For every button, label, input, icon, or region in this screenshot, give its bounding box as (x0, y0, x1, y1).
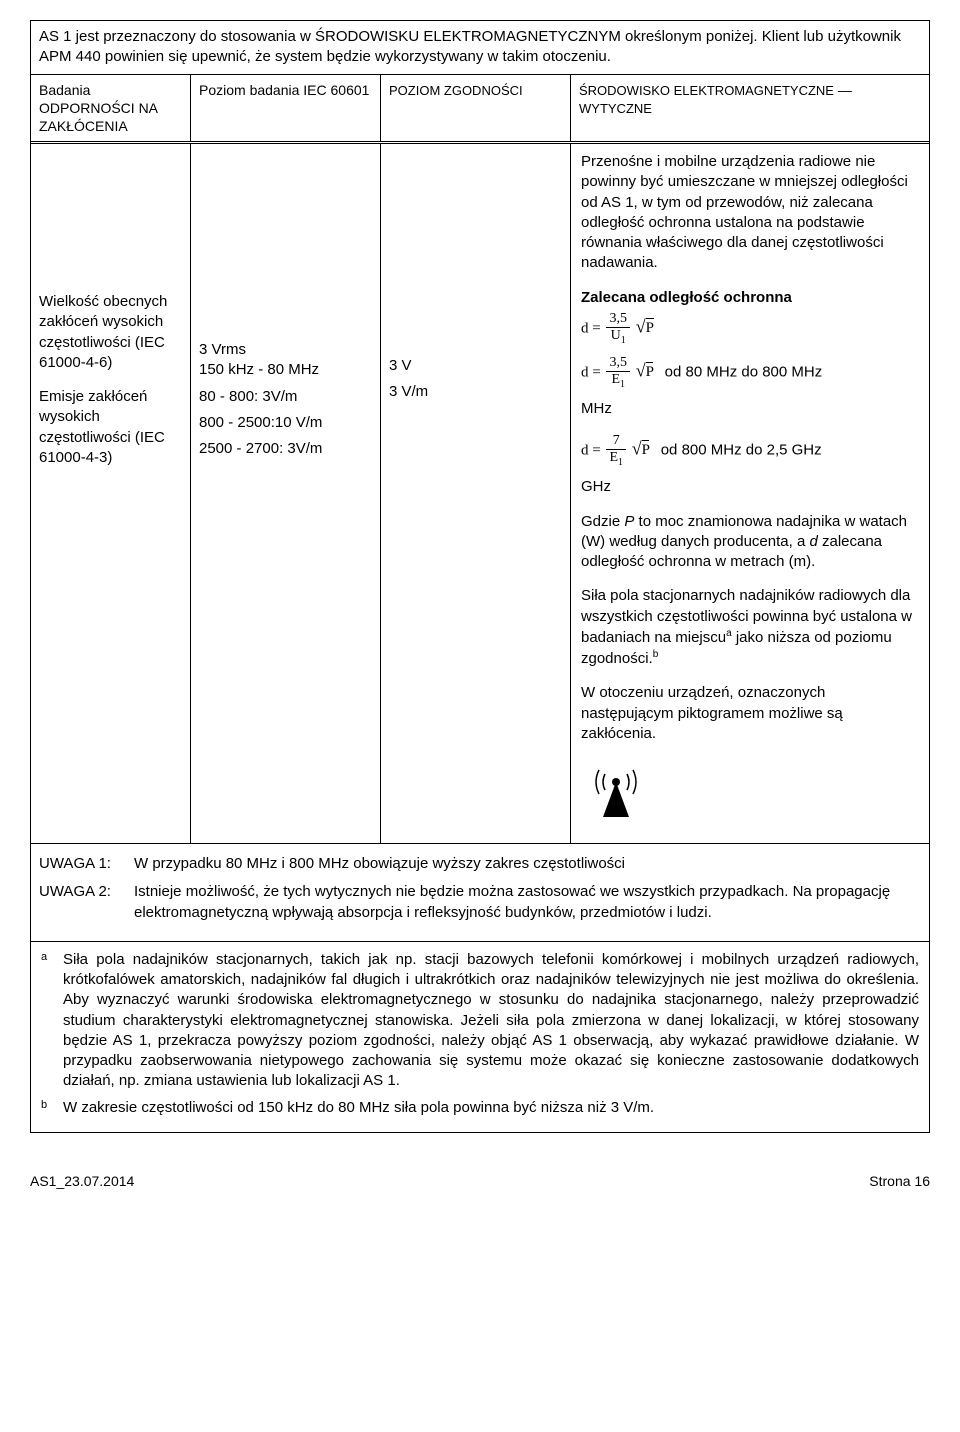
intro-text: AS 1 jest przeznaczony do stosowania w Ś… (31, 21, 929, 75)
col2-l4: 800 - 2500:10 V/m (199, 413, 372, 433)
antenna-icon (581, 762, 651, 822)
footnote-a: a Siła pola nadajników stacjonarnych, ta… (41, 950, 919, 1092)
h3: POZIOM ZGODNOŚCI (389, 83, 523, 98)
h4c: WYTYCZNE (579, 101, 652, 116)
table-header: Badania ODPORNOŚCI NA ZAKŁÓCENIA Poziom … (31, 75, 929, 145)
col4-p3: Siła pola stacjonarnych nadajników radio… (581, 586, 919, 669)
fn-b-text: W zakresie częstotliwości od 150 kHz do … (63, 1098, 919, 1118)
footnotes: a Siła pola nadajników stacjonarnych, ta… (31, 942, 929, 1132)
header-col4: ŚRODOWISKO ELEKTROMAGNETYCZNE — WYTYCZNE (571, 75, 929, 142)
note1-label: UWAGA 1: (39, 854, 134, 874)
f2d: E (611, 372, 620, 387)
note2-text: Istnieje możliwość, że tych wytycznych n… (134, 882, 921, 923)
col4-p2: Gdzie P to moc znamionowa nadajnika w wa… (581, 512, 919, 573)
body-col3: 3 V 3 V/m (381, 144, 571, 843)
h4a: ŚRODOWISKO ELEKTROMAGNETYCZNE (579, 83, 834, 98)
col3-l2: 3 V/m (389, 382, 562, 402)
fn-a-text: Siła pola nadajników stacjonarnych, taki… (63, 950, 919, 1092)
h1a: Badania (39, 82, 90, 98)
header-col1: Badania ODPORNOŚCI NA ZAKŁÓCENIA (31, 75, 191, 142)
col2-l2: 150 kHz - 80 MHz (199, 360, 372, 380)
f2t: od 80 MHz do 800 MHz (665, 363, 823, 380)
footer-right: Strona 16 (869, 1173, 930, 1189)
table-body: Wielkość obecnych zakłóceń wysokich częs… (31, 144, 929, 844)
f3s: 1 (618, 456, 623, 467)
mhz-line: MHz (581, 399, 919, 419)
col4-p4: W otoczeniu urządzeń, oznaczonych następ… (581, 683, 919, 744)
note1-text: W przypadku 80 MHz i 800 MHz obowiązuje … (134, 854, 625, 874)
col4-p1: Przenośne i mobilne urządzenia radiowe n… (581, 152, 919, 274)
body-col1: Wielkość obecnych zakłóceń wysokich częs… (31, 144, 191, 843)
page-footer: AS1_23.07.2014 Strona 16 (30, 1173, 930, 1189)
deq3: d = (581, 442, 604, 458)
header-col3: POZIOM ZGODNOŚCI (381, 75, 571, 142)
footer-left: AS1_23.07.2014 (30, 1173, 134, 1189)
note-2: UWAGA 2: Istnieje możliwość, że tych wyt… (39, 882, 921, 923)
formula-3: d = 7E1 √P od 800 MHz do 2,5 GHz (581, 434, 919, 468)
note-1: UWAGA 1: W przypadku 80 MHz i 800 MHz ob… (39, 854, 921, 874)
formula-1: d = 3,5U1 √P (581, 312, 919, 346)
f1d: U (611, 328, 621, 343)
h1b: ODPORNOŚCI NA ZAKŁÓCENIA (39, 100, 157, 134)
deq1: d = (581, 320, 604, 336)
col2-l1: 3 Vrms (199, 340, 372, 360)
formula-2: d = 3,5E1 √P od 80 MHz do 800 MHz (581, 356, 919, 390)
f2n: 3,5 (606, 356, 630, 372)
h4b: — (834, 82, 852, 98)
emc-table: AS 1 jest przeznaczony do stosowania w Ś… (30, 20, 930, 1133)
col3-l1: 3 V (389, 356, 562, 376)
col4-bold: Zalecana odległość ochronna (581, 288, 919, 308)
f3d: E (609, 450, 618, 465)
ghz-line: GHz (581, 477, 919, 497)
f3n: 7 (606, 434, 626, 450)
deq2: d = (581, 364, 604, 380)
note2-label: UWAGA 2: (39, 882, 134, 923)
f2s: 1 (620, 378, 625, 389)
col1-p2: Emisje zakłóceń wysokich częstotliwości … (39, 387, 182, 468)
notes-section: UWAGA 1: W przypadku 80 MHz i 800 MHz ob… (31, 844, 929, 942)
col2-l3: 80 - 800: 3V/m (199, 387, 372, 407)
body-col2: 3 Vrms 150 kHz - 80 MHz 80 - 800: 3V/m 8… (191, 144, 381, 843)
footnote-b: b W zakresie częstotliwości od 150 kHz d… (41, 1098, 919, 1118)
f1s: 1 (621, 335, 626, 346)
col2-l5: 2500 - 2700: 3V/m (199, 439, 372, 459)
body-col4: Przenośne i mobilne urządzenia radiowe n… (571, 144, 929, 843)
f3t: od 800 MHz do 2,5 GHz (661, 441, 822, 458)
header-col2: Poziom badania IEC 60601 (191, 75, 381, 142)
f1n: 3,5 (606, 312, 630, 328)
col1-p1: Wielkość obecnych zakłóceń wysokich częs… (39, 292, 182, 373)
